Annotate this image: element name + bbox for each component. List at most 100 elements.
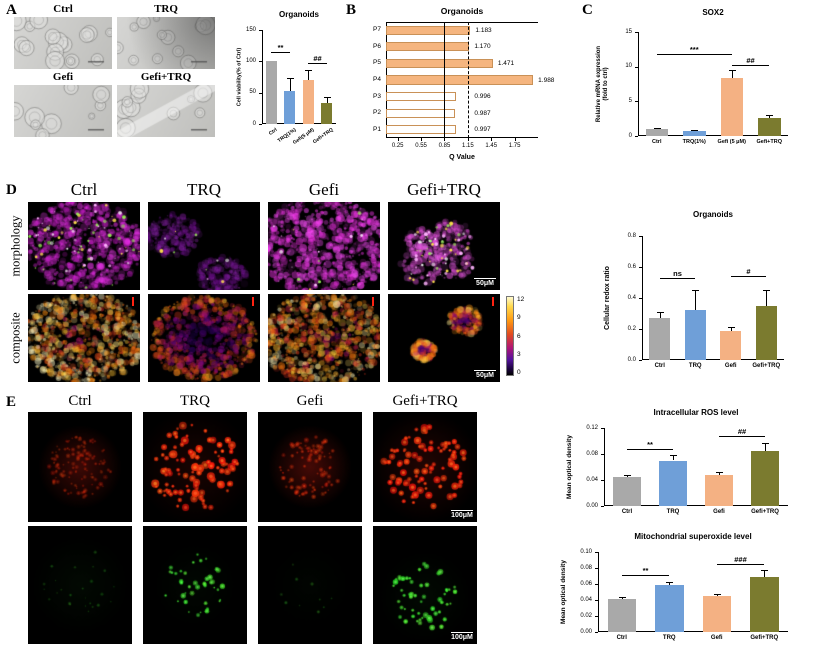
row-category-label: P3: [373, 92, 381, 100]
error-bar: [308, 70, 310, 81]
micro-canvas: [373, 412, 477, 522]
y-tick-label: 0.06: [580, 580, 592, 587]
composite-image-ctrl: [28, 294, 140, 382]
error-bar: [659, 311, 661, 319]
micro-canvas: [388, 294, 500, 382]
category-label: Gefi+TRQ: [756, 139, 783, 145]
y-axis-label: Cellular redox ratio: [603, 266, 611, 330]
panel-d: D Ctrl TRQ Gefi Gefi+TRQ morphology comp…: [0, 180, 825, 392]
bar: [386, 25, 471, 35]
category-label: Gefi: [724, 363, 737, 369]
bar: [386, 58, 493, 68]
x-tick-label: 0.25: [391, 143, 404, 149]
threshold-line-solid: [444, 22, 446, 138]
micro-canvas: [28, 412, 132, 522]
bar: [683, 131, 706, 136]
significance-label: ##: [737, 427, 747, 437]
significance-line: [271, 51, 290, 53]
y-tick-mark: [601, 506, 604, 507]
bar: [386, 75, 534, 85]
bar: [702, 596, 731, 632]
brightfield-image-ctrl: [14, 17, 112, 69]
q-value-chart: Organoids P7 1.183 P6 1.170 P5 1.471 P4 1.988 P3 0…: [360, 4, 578, 168]
error-bar: [621, 596, 623, 600]
redox-colorbar: 12 9 6 3 0: [506, 296, 524, 376]
morphology-image-trq: [148, 202, 260, 290]
micro-canvas: [143, 526, 247, 644]
morphology-image-gefi-trq: 50μM: [388, 202, 500, 290]
y-tick-mark: [601, 454, 604, 455]
error-bar: [695, 290, 697, 311]
error-bar-cap: [692, 290, 700, 292]
bar: [758, 117, 781, 136]
superoxide-level-chart: Mitochondrial superoxide level 0.00 0.02 0.…: [556, 530, 798, 650]
error-bar-cap: [691, 130, 699, 132]
colorbar-gradient: [506, 296, 514, 376]
panel-c-label: C: [582, 2, 593, 18]
bar: [755, 305, 777, 360]
row-category-label: P4: [373, 76, 381, 83]
error-bar: [719, 472, 720, 476]
panel-e-column-headers: Ctrl TRQ Gefi Gefi+TRQ: [28, 392, 477, 410]
category-label: Gefi+TRQ: [752, 363, 781, 369]
y-tick-label: 5: [628, 97, 632, 104]
error-bar-cap: [670, 455, 677, 457]
micro-canvas: [28, 526, 132, 644]
error-bar: [731, 70, 733, 79]
row-category-label: P6: [373, 42, 381, 50]
value-label: 1.183: [475, 26, 492, 34]
image-label-gefi: Gefi: [52, 71, 74, 83]
y-axis-label: Mean optical density: [566, 435, 574, 499]
colorbar-tick: 0: [517, 369, 521, 376]
panel-d-column-headers: Ctrl TRQ Gefi Gefi+TRQ: [28, 180, 500, 200]
composite-image-gefi-trq: 50μM: [388, 294, 500, 382]
y-tick-label: 0.2: [627, 325, 636, 332]
chart-title: Organoids: [278, 10, 319, 19]
scale-bar-line: [451, 509, 473, 511]
bar: [655, 584, 684, 632]
chart-title: SOX2: [702, 8, 724, 17]
category-label: Ctrl: [616, 635, 627, 641]
significance-line: [719, 436, 765, 438]
panel-b-label: B: [346, 2, 357, 18]
significance-line: [731, 64, 770, 66]
y-tick-label: 0.08: [580, 564, 592, 571]
category-label: Ctrl: [621, 509, 633, 515]
category-label: Ctrl: [652, 139, 662, 145]
colorbar-tick: 3: [517, 350, 521, 358]
image-label-trq: TRQ: [154, 3, 178, 15]
x-tick-label: 0.55: [415, 143, 427, 149]
x-tick-mark: [421, 138, 423, 141]
morphology-image-row: 50μM: [28, 202, 500, 290]
y-tick-mark: [259, 124, 262, 125]
panel-a-label: A: [6, 2, 17, 18]
error-bar-cap: [653, 128, 661, 130]
error-bar-cap: [618, 596, 626, 598]
y-tick-mark: [601, 428, 604, 429]
category-label: Gefi (5 μM): [717, 139, 746, 145]
y-tick-label: 15: [625, 28, 632, 35]
scale-bar: 100μM: [451, 509, 473, 519]
y-tick-label: 0.00: [580, 628, 592, 635]
scale-bar-text: 50μM: [476, 372, 494, 379]
y-tick-mark: [259, 30, 262, 31]
scale-bar: 50μM: [474, 369, 496, 379]
y-tick-label: 0: [252, 120, 256, 127]
superoxide-image-ctrl: [28, 526, 132, 644]
scale-bar-line: [474, 277, 496, 279]
significance-line: [716, 564, 765, 565]
y-tick-label: 0.00: [586, 502, 598, 509]
error-bar-cap: [766, 114, 774, 116]
value-label: 0.996: [474, 93, 491, 101]
y-tick-label: 0.08: [586, 450, 598, 457]
y-axis-label: Mean optical density: [560, 560, 568, 624]
significance-line: [656, 54, 732, 56]
column-header-ctrl: Ctrl: [70, 180, 98, 199]
chart-title: Intracellular ROS level: [653, 408, 739, 417]
y-tick-label: 0.04: [586, 476, 598, 483]
y-tick-mark: [595, 616, 598, 617]
error-bar: [627, 474, 628, 478]
bar: [302, 80, 314, 124]
micro-canvas: [117, 17, 215, 69]
bar: [321, 103, 333, 124]
